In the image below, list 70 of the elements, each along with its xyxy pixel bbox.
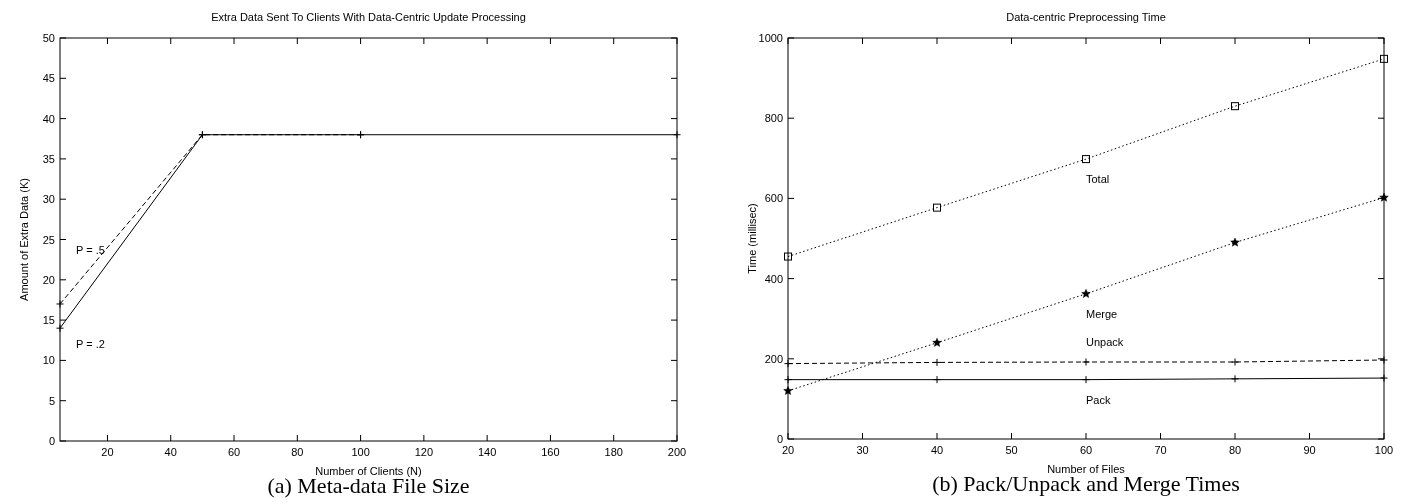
point: [1379, 192, 1389, 202]
series-label: Merge: [1086, 307, 1118, 320]
series-label: P = .5: [76, 243, 105, 256]
point: [673, 130, 681, 139]
y-tick-label: 0: [776, 433, 783, 445]
x-axis-title: Number of Files: [1047, 463, 1126, 475]
y-tick-label: 50: [42, 32, 55, 44]
y-axis-title: Amount of Extra Data (K): [18, 178, 30, 301]
y-tick-label: 15: [42, 314, 55, 327]
y-tick-label: 45: [42, 72, 55, 85]
x-tick-label: 140: [477, 446, 497, 458]
x-tick-label: 40: [930, 444, 944, 456]
point: [933, 203, 941, 212]
point: [1082, 155, 1090, 164]
y-tick-label: 200: [764, 352, 783, 365]
y-tick-label: 600: [764, 192, 783, 205]
chart-title: Extra Data Sent To Clients With Data-Centric Update Processing: [211, 11, 526, 23]
point: [1230, 237, 1240, 247]
series-label: P = .2: [76, 338, 105, 351]
point: [784, 359, 792, 368]
y-tick-label: 0: [48, 435, 55, 447]
point: [1380, 374, 1388, 383]
x-tick-label: 90: [1303, 444, 1316, 456]
y-tick-label: 20: [42, 273, 55, 286]
point: [1231, 102, 1239, 111]
chart-title: Data-centric Preprocessing Time: [1006, 11, 1166, 23]
series-label: Unpack: [1086, 336, 1124, 349]
y-tick-label: 35: [42, 152, 55, 165]
y-tick-label: 30: [42, 193, 55, 206]
point: [784, 252, 792, 261]
series-label: Total: [1086, 173, 1110, 186]
x-tick-label: 20: [781, 444, 795, 456]
x-tick-label: 120: [414, 446, 434, 458]
point: [56, 324, 64, 333]
x-tick-label: 80: [1228, 444, 1242, 456]
x-tick-label: 60: [1079, 444, 1093, 456]
x-tick-label: 20: [101, 446, 114, 458]
x-tick-label: 160: [541, 446, 560, 458]
point: [1082, 375, 1090, 384]
point: [1231, 358, 1239, 367]
x-tick-label: 40: [164, 446, 177, 458]
point: [784, 375, 792, 384]
point: [56, 299, 64, 308]
x-tick-label: 180: [604, 446, 623, 458]
point: [933, 375, 941, 384]
point: [1380, 54, 1388, 63]
x-tick-label: 50: [1005, 444, 1018, 456]
x-tick-label: 200: [667, 446, 687, 458]
y-tick-label: 40: [42, 112, 55, 125]
y-tick-label: 400: [764, 272, 783, 285]
point: [932, 338, 942, 347]
point: [1231, 374, 1239, 383]
x-tick-label: 30: [856, 444, 869, 456]
point: [1380, 356, 1388, 364]
point: [1081, 289, 1091, 298]
series-label: Pack: [1086, 393, 1111, 406]
y-tick-label: 5: [48, 394, 55, 407]
x-tick-label: 100: [351, 446, 370, 458]
y-tick-label: 25: [42, 233, 55, 246]
point: [1082, 358, 1090, 367]
point: [933, 358, 941, 367]
y-tick-label: 10: [42, 354, 55, 367]
x-tick-label: 60: [227, 446, 241, 458]
y-axis-title: Time (millisec): [746, 203, 758, 274]
point: [783, 386, 793, 395]
x-tick-label: 70: [1154, 444, 1167, 456]
y-tick-label: 1000: [758, 32, 783, 44]
x-tick-label: 100: [1374, 444, 1394, 456]
x-tick-label: 80: [291, 446, 304, 458]
y-tick-label: 800: [764, 112, 783, 125]
